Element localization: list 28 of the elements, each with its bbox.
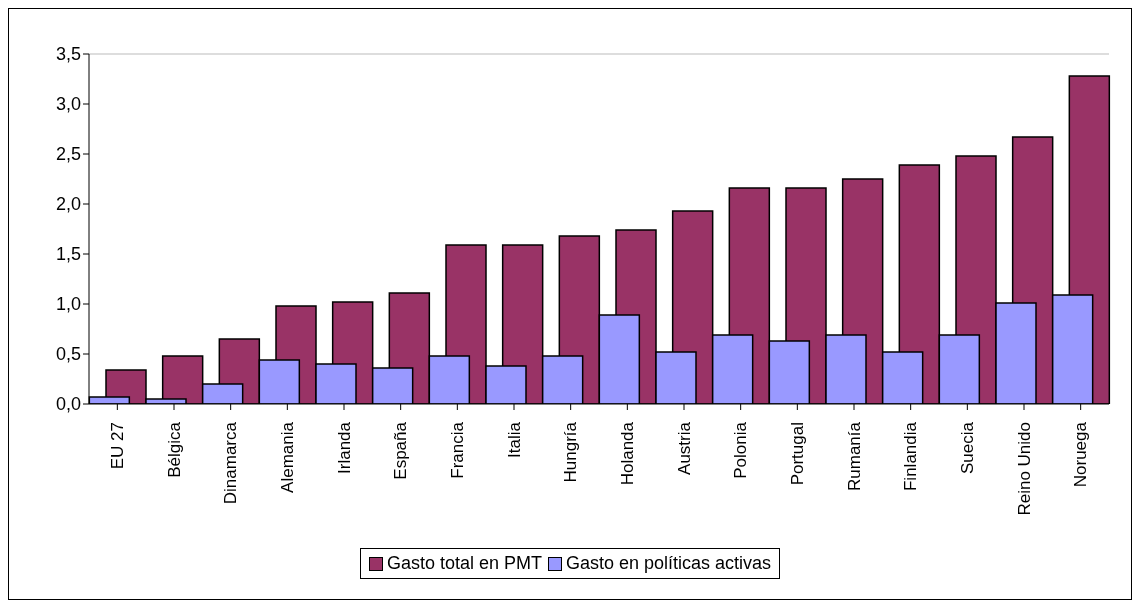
y-tick-label: 0,5 — [55, 344, 81, 365]
x-tick-label: Suecia — [957, 421, 977, 474]
legend-label: Gasto total en PMT — [385, 553, 542, 574]
y-tick-label: 3,0 — [55, 94, 81, 115]
x-tick-label: Holanda — [617, 421, 637, 486]
x-tick-label: Austria — [674, 421, 694, 475]
x-tick-label: Hungría — [561, 421, 581, 483]
y-tick-label: 2,0 — [55, 194, 81, 215]
y-tick-label: 1,5 — [55, 244, 81, 265]
y-tick-label: 0,0 — [55, 394, 81, 415]
x-tick-label: Rumanía — [844, 421, 864, 491]
x-tick-label: EU 27 — [107, 422, 127, 470]
x-tick-label: Francia — [447, 421, 467, 479]
x-tick-label: Reino Unido — [1014, 422, 1034, 516]
x-tick-label: Finlandia — [901, 421, 921, 491]
x-tick-label: Italia — [504, 421, 524, 458]
x-tick-label: Alemania — [277, 421, 297, 493]
x-tick-label: Polonia — [731, 421, 751, 479]
x-tick-label: España — [391, 421, 411, 480]
x-tick-label: Portugal — [787, 422, 807, 486]
x-tick-label: Noruega — [1071, 421, 1091, 488]
x-tick-label: Bélgica — [164, 421, 184, 478]
x-tick-label: Irlanda — [334, 421, 354, 474]
y-tick-label: 3,5 — [55, 44, 81, 65]
y-tick-label: 1,0 — [55, 294, 81, 315]
legend-label: Gasto en políticas activas — [565, 553, 772, 574]
x-tick-label: Dinamarca — [221, 421, 241, 505]
y-tick-label: 2,5 — [55, 144, 81, 165]
